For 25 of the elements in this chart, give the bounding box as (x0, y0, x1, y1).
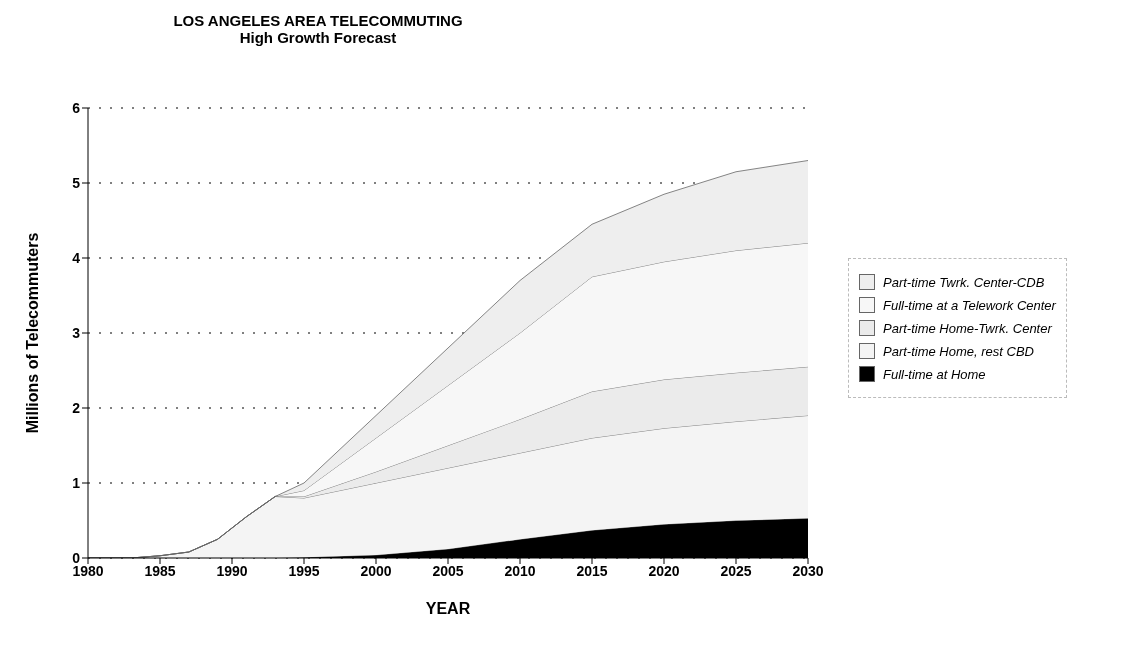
legend-label: Part-time Home, rest CBD (883, 343, 1034, 359)
x-tick-label: 2000 (360, 562, 392, 579)
y-tick-label: 5 (72, 174, 81, 191)
legend-label: Full-time at Home (883, 366, 986, 382)
x-tick-label: 2015 (576, 562, 608, 579)
y-tick-label: 3 (72, 324, 81, 341)
x-tick-label: 2030 (792, 562, 824, 579)
x-tick-label: 2005 (432, 562, 464, 579)
legend-label: Part-time Home-Twrk. Center (883, 320, 1052, 336)
y-tick-label: 1 (72, 474, 81, 491)
x-tick-label: 1985 (144, 562, 176, 579)
legend-label: Part-time Twrk. Center-CDB (883, 274, 1045, 290)
x-tick-label: 2025 (720, 562, 752, 579)
x-tick-label: 2010 (504, 562, 536, 579)
chart-subtitle: High Growth Forecast (238, 29, 398, 46)
y-tick-label: 6 (72, 99, 81, 116)
y-tick-label: 4 (72, 249, 81, 266)
chart-title: LOS ANGELES AREA TELECOMMUTING (172, 12, 464, 29)
x-tick-label: 1990 (216, 562, 248, 579)
x-tick-label: 2020 (648, 562, 680, 579)
legend-label: Full-time at a Telework Center (883, 297, 1056, 313)
x-tick-label: 1995 (288, 562, 320, 579)
y-axis-title: Millions of Telecommuters (23, 232, 41, 434)
y-tick-label: 2 (72, 399, 81, 416)
x-axis-title: YEAR (425, 600, 471, 617)
